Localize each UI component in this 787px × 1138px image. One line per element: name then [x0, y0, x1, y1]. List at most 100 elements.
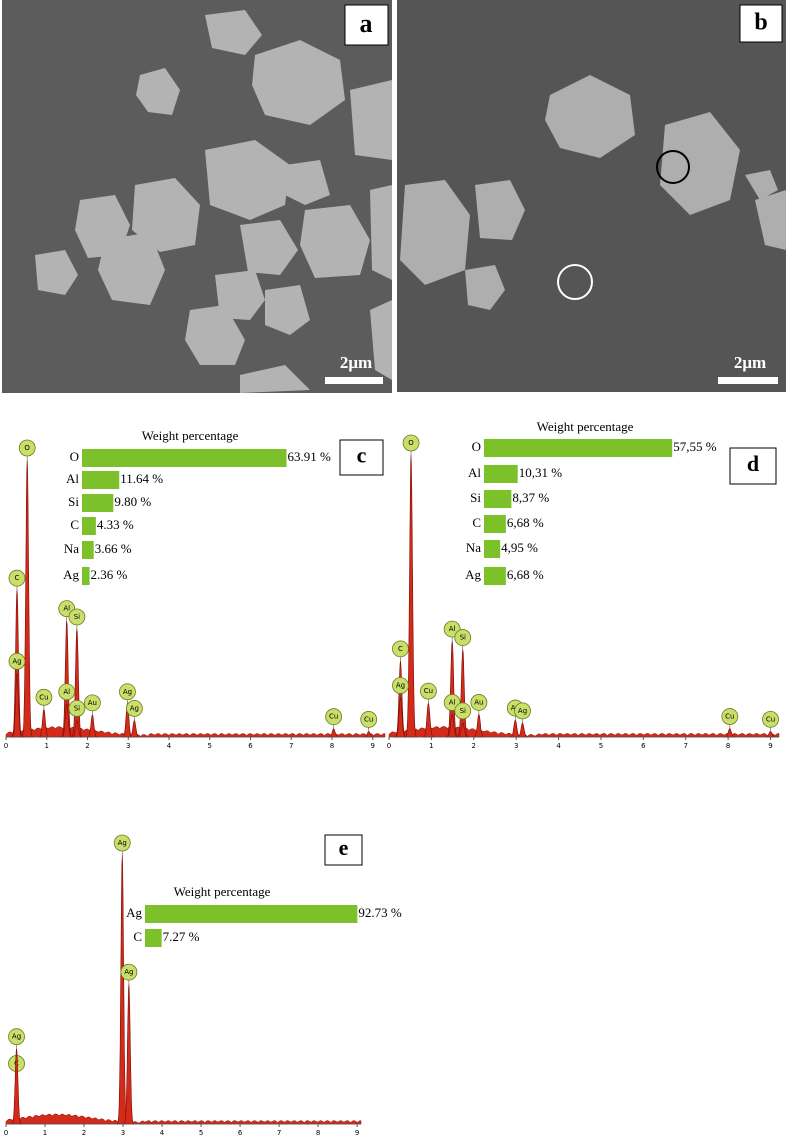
bar: [82, 567, 90, 585]
bar: [82, 517, 96, 535]
value-label: 10,31 %: [519, 465, 563, 480]
spectrum-peak: [11, 1048, 23, 1125]
peak-label: Si: [74, 704, 80, 712]
spectrum-peak: [71, 628, 83, 738]
peak-marker: [392, 677, 409, 694]
bar: [82, 541, 94, 559]
peak-marker: [18, 439, 36, 457]
x-tick-label: 6: [641, 742, 646, 750]
x-tick-label: 0: [4, 1129, 8, 1137]
x-tick-label: 5: [599, 742, 603, 750]
x-tick-label: 4: [556, 742, 561, 750]
panel-label-box: [729, 447, 777, 485]
x-tick-label: 2: [82, 1129, 86, 1137]
category-label: Na: [64, 541, 79, 556]
x-tick-label: 6: [248, 742, 253, 750]
x-tick-label: 4: [167, 742, 172, 750]
peak-label: Ag: [124, 968, 133, 976]
category-label: Si: [68, 494, 79, 509]
category-label: Na: [466, 540, 481, 555]
spectrum-peak: [61, 702, 73, 738]
category-label: O: [472, 439, 481, 454]
x-tick-label: 7: [684, 742, 688, 750]
panel-label: d: [747, 451, 759, 476]
value-label: 57,55 %: [673, 439, 717, 454]
x-tick-label: 3: [126, 742, 130, 750]
category-label: C: [70, 517, 79, 532]
spectrum-peak: [456, 649, 469, 738]
bar: [145, 929, 162, 947]
bar-chart-title: Weight percentage: [537, 419, 634, 434]
peak-label: Ag: [12, 657, 21, 665]
peak-label: Cu: [766, 715, 775, 723]
x-tick-label: 2: [472, 742, 476, 750]
panel-label: a: [360, 9, 373, 38]
scale-bar-label: 2μm: [340, 353, 372, 372]
peak-marker: [113, 834, 131, 852]
spectrum-peak: [123, 984, 135, 1125]
peak-marker: [68, 608, 86, 626]
category-label: C: [133, 929, 142, 944]
category-label: Ag: [465, 567, 481, 582]
peak-marker: [762, 710, 779, 728]
peak-marker: [454, 629, 472, 646]
x-tick-label: 7: [289, 742, 293, 750]
value-label: 11.64 %: [120, 471, 163, 486]
peak-marker: [8, 1028, 25, 1046]
peak-marker: [120, 963, 138, 981]
peak-marker: [402, 434, 420, 452]
peak-marker: [35, 688, 53, 706]
peak-marker: [119, 683, 136, 701]
value-label: 2.36 %: [91, 567, 128, 582]
peak-label: Al: [63, 688, 70, 696]
category-label: O: [70, 449, 79, 464]
category-label: Ag: [126, 905, 142, 920]
value-label: 8,37 %: [512, 490, 549, 505]
value-label: 4.33 %: [97, 517, 134, 532]
peak-label: Al: [63, 605, 70, 613]
category-label: C: [472, 515, 481, 530]
spectrum-peak: [446, 641, 459, 738]
value-label: 6,68 %: [507, 515, 544, 530]
peak-label: C: [398, 645, 403, 653]
x-tick-label: 0: [387, 742, 391, 750]
value-label: 9.80 %: [114, 494, 151, 509]
x-tick-label: 4: [160, 1129, 165, 1137]
peak-label: Au: [88, 699, 97, 707]
peak-label: C: [15, 574, 20, 582]
peak-marker: [392, 640, 409, 658]
peak-label: Ag: [12, 1033, 21, 1041]
bar: [82, 494, 114, 512]
peak-label: Ag: [123, 688, 132, 696]
peak-label: Ag: [130, 704, 139, 712]
x-tick-label: 0: [4, 742, 8, 750]
x-tick-label: 5: [208, 742, 212, 750]
peak-label: Cu: [424, 687, 433, 695]
spectrum-peak: [38, 708, 50, 738]
value-label: 6,68 %: [507, 567, 544, 582]
peak-marker: [8, 652, 26, 670]
peak-label: O: [408, 439, 414, 447]
bar-chart-title: Weight percentage: [174, 884, 271, 899]
spectrum-background: [5, 1113, 362, 1125]
value-label: 3.66 %: [95, 541, 132, 556]
x-tick-label: 9: [371, 742, 375, 750]
x-tick-label: 2: [85, 742, 89, 750]
panel-label: c: [357, 443, 367, 468]
sem-image-b: b 2μm: [397, 0, 786, 392]
peak-marker: [721, 708, 739, 725]
value-label: 92.73 %: [358, 905, 402, 920]
x-tick-label: 6: [238, 1129, 243, 1137]
peak-label: Cu: [329, 713, 338, 721]
x-tick-label: 8: [330, 742, 334, 750]
peak-marker: [125, 699, 143, 717]
bar: [145, 905, 358, 923]
bar: [484, 490, 512, 508]
bar-chart-title: Weight percentage: [142, 428, 239, 443]
bar: [484, 515, 506, 533]
x-tick-label: 5: [199, 1129, 203, 1137]
peak-label: Al: [449, 625, 456, 633]
bar: [82, 449, 287, 467]
sem-image-a: a 2μm: [2, 0, 392, 393]
